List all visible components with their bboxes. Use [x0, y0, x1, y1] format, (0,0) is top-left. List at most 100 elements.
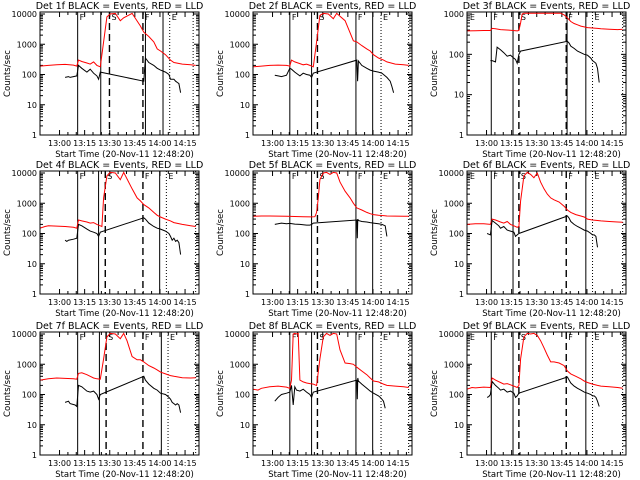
plot-frame — [39, 331, 200, 456]
y-axis-label: Counts/sec — [430, 209, 440, 256]
plot-frame — [252, 11, 413, 136]
interval-marker-S: S — [111, 13, 116, 22]
x-tick-label: 14:15 — [601, 139, 624, 148]
series-line-events — [274, 59, 395, 93]
x-tick-label: 13:15 — [500, 459, 523, 468]
x-tick-label: 13:00 — [475, 139, 498, 148]
interval-marker-F: F — [568, 333, 573, 342]
x-tick-label: 14:15 — [174, 298, 197, 307]
x-tick-label: 14:15 — [387, 298, 410, 307]
chart-title: Det 5f BLACK = Events, RED = LLD — [249, 160, 417, 171]
x-tick-label: 13:15 — [73, 298, 96, 307]
x-tick-label: 14:00 — [148, 139, 171, 148]
y-axis-label: Counts/sec — [430, 370, 440, 417]
y-tick-label: 1000 — [230, 199, 250, 208]
x-axis-label: Start Time (20-Nov-11 12:48:20) — [482, 470, 621, 480]
interval-marker-F: F — [80, 333, 85, 342]
y-axis-label: Counts/sec — [3, 209, 13, 256]
interval-marker-F: F — [292, 13, 297, 22]
y-axis-label: Counts/sec — [216, 209, 226, 256]
chart-panel-1: Det 1f BLACK = Events, RED = LLD Counts/s… — [3, 1, 203, 160]
plot-frame — [252, 331, 413, 456]
x-tick-label: 14:15 — [387, 459, 410, 468]
plot-frame — [466, 331, 627, 456]
y-axis-label: Counts/sec — [216, 370, 226, 417]
x-axis-label: Start Time (20-Nov-11 12:48:20) — [482, 309, 621, 319]
x-tick-label: 14:15 — [601, 459, 624, 468]
interval-marker-F: F — [493, 333, 498, 342]
plot-frame — [39, 170, 200, 295]
y-tick-label: 10 — [240, 421, 250, 430]
chart-panel-4: Det 4f BLACK = Events, RED = LLD Counts/s… — [3, 160, 203, 319]
y-tick-label: 1000 — [17, 40, 37, 49]
y-tick-label: 1000 — [444, 360, 464, 369]
x-tick-label: 13:45 — [336, 298, 359, 307]
y-tick-label: 1 — [32, 131, 37, 140]
x-tick-label: 13:00 — [261, 139, 284, 148]
x-tick-label: 13:15 — [500, 139, 523, 148]
y-tick-label: 10 — [454, 91, 464, 100]
x-tick-label: 14:00 — [361, 459, 384, 468]
series-line-events — [64, 217, 182, 255]
y-tick-label: 10000 — [12, 10, 37, 19]
y-tick-label: 10000 — [225, 169, 250, 178]
x-tick-label: 13:45 — [550, 139, 573, 148]
x-tick-label: 13:30 — [311, 459, 334, 468]
x-axis-label: Start Time (20-Nov-11 12:48:20) — [268, 470, 407, 480]
interval-marker-E: E — [383, 13, 388, 22]
chart-panel-7: Det 7f BLACK = Events, RED = LLD Counts/s… — [3, 321, 203, 480]
x-tick-label: 14:00 — [575, 139, 598, 148]
y-tick-label: 1000 — [17, 199, 37, 208]
y-tick-label: 10000 — [439, 330, 464, 339]
y-tick-label: 100 — [449, 50, 464, 59]
chart-title: Det 8f BLACK = Events, RED = LLD — [249, 321, 417, 332]
y-tick-label: 100 — [449, 391, 464, 400]
x-tick-label: 13:30 — [525, 298, 548, 307]
interval-marker-F: F — [568, 172, 573, 181]
x-tick-label: 13:15 — [286, 298, 309, 307]
plot-frame — [466, 170, 627, 295]
x-axis-label: Start Time (20-Nov-11 12:48:20) — [268, 309, 407, 319]
y-tick-label: 100 — [22, 391, 37, 400]
x-tick-label: 13:15 — [73, 139, 96, 148]
interval-marker-F: F — [568, 13, 573, 22]
interval-marker-E: E — [595, 13, 600, 22]
x-axis-label: Start Time (20-Nov-11 12:48:20) — [55, 150, 194, 160]
series-line-events — [486, 376, 600, 407]
y-tick-label: 10 — [454, 260, 464, 269]
interval-marker-E: E — [170, 333, 175, 342]
x-tick-label: 14:00 — [148, 459, 171, 468]
y-tick-label: 1 — [245, 131, 250, 140]
y-tick-label: 1 — [459, 131, 464, 140]
x-tick-label: 13:45 — [336, 459, 359, 468]
series-line-lld — [253, 12, 409, 68]
x-tick-label: 13:00 — [48, 459, 71, 468]
x-tick-label: 13:30 — [311, 298, 334, 307]
series-line-lld — [467, 332, 623, 390]
x-tick-label: 13:45 — [123, 298, 146, 307]
x-tick-label: 13:15 — [73, 459, 96, 468]
interval-marker-E: E — [595, 333, 600, 342]
y-axis-label: Counts/sec — [3, 50, 13, 97]
interval-marker-S: S — [108, 333, 113, 342]
series-line-lld — [40, 12, 196, 68]
series-line-lld — [40, 171, 196, 229]
y-tick-label: 10000 — [225, 330, 250, 339]
y-axis-label: Counts/sec — [3, 370, 13, 417]
y-tick-label: 10 — [27, 260, 37, 269]
x-tick-label: 14:00 — [575, 459, 598, 468]
x-tick-label: 14:00 — [361, 139, 384, 148]
plot-frame — [39, 11, 200, 136]
chart-panel-2: Det 2f BLACK = Events, RED = LLD Counts/s… — [216, 1, 416, 160]
series-line-events — [274, 377, 386, 409]
x-tick-label: 13:00 — [475, 459, 498, 468]
interval-marker-F: F — [358, 333, 363, 342]
x-tick-label: 13:15 — [286, 139, 309, 148]
x-axis-label: Start Time (20-Nov-11 12:48:20) — [55, 470, 194, 480]
interval-marker-F: F — [493, 172, 498, 181]
interval-marker-S: S — [319, 333, 324, 342]
y-tick-label: 1000 — [230, 40, 250, 49]
x-tick-label: 14:15 — [174, 139, 197, 148]
series-line-lld — [253, 332, 409, 391]
interval-marker-E: E — [595, 172, 600, 181]
